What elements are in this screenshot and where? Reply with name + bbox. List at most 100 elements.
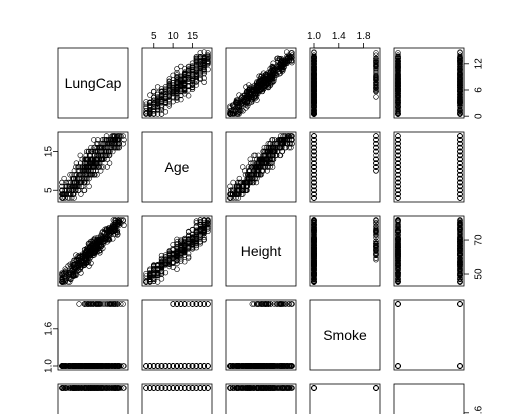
point-lungcap-age-408 <box>151 94 157 101</box>
point-lungcap-age-21 <box>166 103 172 109</box>
point-lungcap-age-397 <box>193 72 200 79</box>
point-lungcap-age-391 <box>170 93 176 100</box>
point-lungcap-age-315 <box>193 65 200 72</box>
point-lungcap-age-323 <box>201 62 207 69</box>
point-lungcap-age-197 <box>201 79 207 85</box>
point-lungcap-age-341 <box>158 105 165 111</box>
point-lungcap-age-413 <box>205 56 211 62</box>
point-lungcap-age-221 <box>154 103 161 110</box>
point-lungcap-age-389 <box>189 75 196 82</box>
point-lungcap-age-290 <box>154 111 161 117</box>
panel-age-vs-gender <box>393 131 465 203</box>
point-lungcap-height-426 <box>270 67 277 74</box>
point-lungcap-age-142 <box>174 66 180 72</box>
point-lungcap-age-33 <box>166 76 172 82</box>
point-lungcap-height-427 <box>277 61 284 67</box>
point-lungcap-age-337 <box>143 101 149 107</box>
point-lungcap-height-402 <box>244 96 251 102</box>
point-lungcap-height-408 <box>238 94 245 101</box>
point-lungcap-age-373 <box>178 76 184 83</box>
point-lungcap-height-400 <box>252 92 258 99</box>
point-lungcap-height-401 <box>264 77 271 84</box>
point-lungcap-age-296 <box>197 72 203 78</box>
point-lungcap-age-122 <box>166 99 172 105</box>
point-lungcap-height-366 <box>244 99 250 105</box>
point-lungcap-height-428 <box>286 54 292 60</box>
point-lungcap-age-403 <box>178 63 184 70</box>
point-lungcap-age-282 <box>174 72 180 78</box>
point-lungcap-height-336 <box>236 109 243 115</box>
point-lungcap-age-425 <box>182 74 188 80</box>
point-lungcap-height-424 <box>257 80 263 87</box>
point-lungcap-height-359 <box>261 85 267 91</box>
point-lungcap-age-336 <box>162 109 169 115</box>
point-lungcap-age-426 <box>189 67 196 74</box>
point-lungcap-age-264 <box>174 95 180 101</box>
point-lungcap-age-191 <box>151 108 157 114</box>
point-lungcap-height-421 <box>235 100 241 106</box>
panel-lungcap-vs-smoke <box>309 47 381 119</box>
point-lungcap-age-424 <box>174 80 180 87</box>
point-lungcap-age-116 <box>147 92 153 98</box>
point-lungcap-age-360 <box>174 88 180 94</box>
point-lungcap-age-181 <box>201 70 207 77</box>
point-lungcap-height-419 <box>280 66 286 73</box>
point-lungcap-age-344 <box>147 108 153 114</box>
point-lungcap-age-209 <box>185 74 192 81</box>
point-lungcap-height-423 <box>250 87 256 93</box>
point-lungcap-age-419 <box>205 66 211 73</box>
point-lungcap-age-412 <box>178 88 184 95</box>
point-lungcap-age-387 <box>174 85 180 92</box>
point-lungcap-age-342 <box>201 49 207 55</box>
point-lungcap-height-412 <box>259 88 266 95</box>
point-lungcap-age-423 <box>166 87 172 93</box>
point-lungcap-age-232 <box>166 78 172 85</box>
panel-lungcap-vs-gender <box>393 47 465 119</box>
point-lungcap-age-428 <box>205 54 211 60</box>
point-lungcap-age-382 <box>162 91 169 97</box>
point-lungcap-height-425 <box>264 74 270 80</box>
point-lungcap-age-394 <box>174 74 180 80</box>
point-lungcap-height-422 <box>243 93 250 100</box>
point-lungcap-age-427 <box>197 61 203 67</box>
point-lungcap-age-414 <box>178 82 184 88</box>
point-lungcap-age-361 <box>193 74 200 81</box>
point-lungcap-age-421 <box>151 100 157 106</box>
point-lungcap-height-404 <box>269 64 275 70</box>
point-lungcap-height-347 <box>256 88 262 95</box>
point-lungcap-age-400 <box>178 92 184 99</box>
point-lungcap-age-351 <box>151 88 157 95</box>
point-lungcap-height-339 <box>275 55 281 61</box>
point-lungcap-age-415 <box>189 84 196 91</box>
point-lungcap-age-411 <box>197 62 203 69</box>
point-lungcap-height-390 <box>227 111 234 117</box>
point-lungcap-age-277 <box>193 69 200 75</box>
point-lungcap-height-406 <box>238 98 244 104</box>
point-lungcap-height-418 <box>265 83 272 89</box>
point-lungcap-age-321 <box>162 85 169 92</box>
point-lungcap-age-358 <box>201 57 207 63</box>
point-lungcap-height-416 <box>245 88 251 95</box>
point-lungcap-age-227 <box>193 57 200 63</box>
point-lungcap-height-399 <box>284 55 291 61</box>
point-lungcap-age-319 <box>189 60 196 66</box>
point-lungcap-age-417 <box>162 87 169 94</box>
point-lungcap-age-404 <box>189 64 196 70</box>
point-lungcap-height-413 <box>284 56 290 62</box>
point-lungcap-age-422 <box>158 93 165 100</box>
point-lungcap-height-398 <box>232 105 239 111</box>
panel-height-vs-gender <box>393 215 465 287</box>
point-lungcap-age-381 <box>182 76 188 82</box>
point-lungcap-age-401 <box>189 77 196 84</box>
point-lungcap-height-342 <box>283 49 290 55</box>
point-lungcap-age-418 <box>182 83 188 89</box>
point-lungcap-age-338 <box>193 82 200 88</box>
point-lungcap-age-171 <box>174 97 180 103</box>
panel-height-vs-smoke <box>309 215 381 287</box>
point-lungcap-age-420 <box>143 108 149 114</box>
point-lungcap-age-390 <box>147 111 153 117</box>
point-lungcap-height-410 <box>265 70 271 76</box>
panel-lungcap-vs-lungcap <box>57 47 129 119</box>
